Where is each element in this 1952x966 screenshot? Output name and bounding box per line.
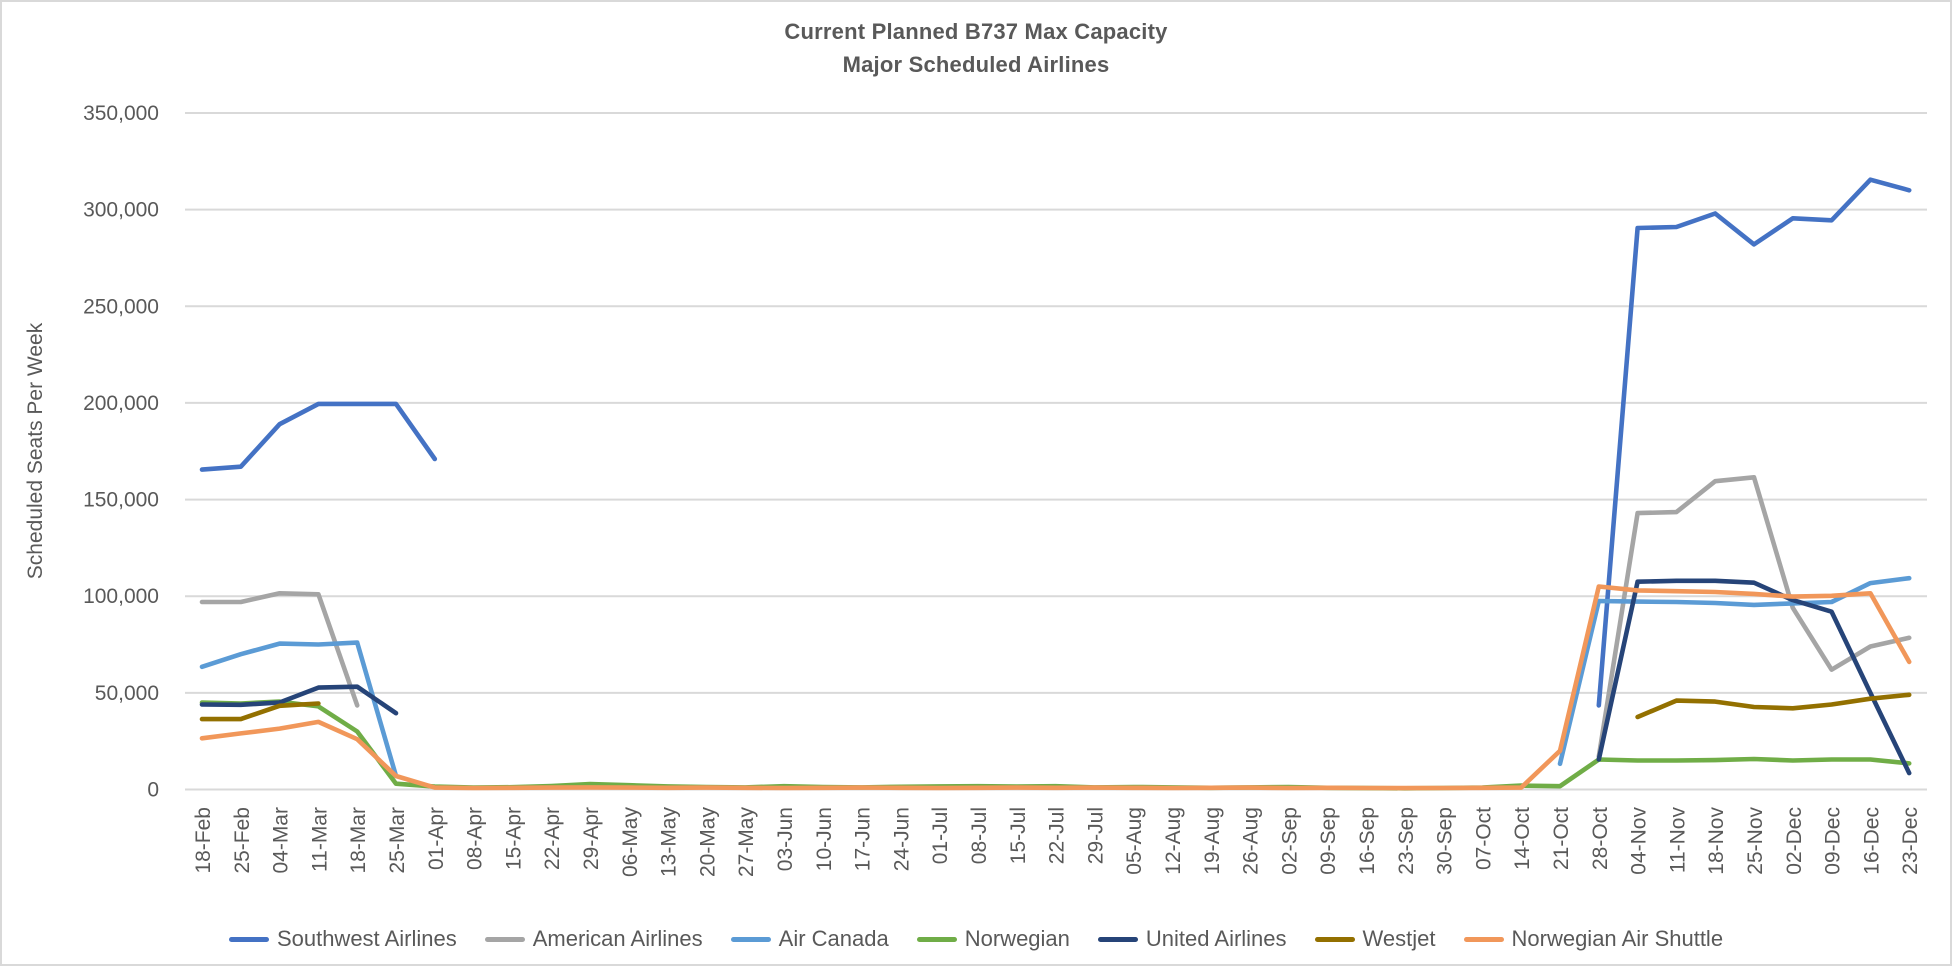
x-tick-label: 23-Dec xyxy=(1899,807,1922,875)
x-tick-label: 28-Oct xyxy=(1589,807,1612,870)
x-tick-label: 26-Aug xyxy=(1240,807,1263,875)
legend-item-air-canada: Air Canada xyxy=(730,926,889,952)
x-tick-label: 19-Aug xyxy=(1201,807,1224,875)
legend: Southwest Airlines American Airlines Air C… xyxy=(2,926,1950,952)
series-line-norwegian xyxy=(199,699,1912,791)
legend-label: Norwegian Air Shuttle xyxy=(1511,926,1724,951)
x-tick-label: 12-Aug xyxy=(1162,807,1185,875)
x-tick-label: 18-Feb xyxy=(192,807,215,874)
x-tick-label: 25-Feb xyxy=(231,807,254,874)
y-tick-label: 300,000 xyxy=(83,199,159,222)
x-tick-label: 02-Sep xyxy=(1278,807,1301,875)
x-tick-label: 29-Apr xyxy=(580,807,603,870)
x-tick-label: 21-Oct xyxy=(1550,807,1573,870)
x-tick-label: 24-Jun xyxy=(890,807,913,871)
x-tick-label: 14-Oct xyxy=(1511,807,1534,870)
legend-swatch-westjet xyxy=(1314,936,1355,942)
x-tick-label: 18-Nov xyxy=(1705,807,1728,875)
y-tick-label: 350,000 xyxy=(83,102,159,125)
x-tick-label: 16-Sep xyxy=(1356,807,1379,875)
x-tick-label: 11-Nov xyxy=(1666,807,1689,874)
legend-label: United Airlines xyxy=(1145,926,1287,951)
x-tick-label: 25-Mar xyxy=(386,807,409,874)
y-tick-label: 50,000 xyxy=(95,682,159,705)
x-tick-label: 07-Oct xyxy=(1472,807,1495,870)
y-tick-label: 150,000 xyxy=(83,489,159,512)
x-tick-label: 22-Jul xyxy=(1046,807,1069,864)
legend-swatch-air-canada xyxy=(730,936,771,942)
x-tick-label: 09-Dec xyxy=(1822,807,1845,875)
x-tick-label: 04-Nov xyxy=(1628,807,1651,875)
series-line-norwegian-air-shuttle xyxy=(199,584,1912,791)
legend-swatch-united-airlines xyxy=(1097,936,1138,942)
x-tick-label: 18-Mar xyxy=(347,807,370,874)
series-line-southwest-airlines xyxy=(199,177,1912,708)
x-tick-label: 30-Sep xyxy=(1434,807,1457,875)
x-tick-label: 02-Dec xyxy=(1783,807,1806,875)
x-tick-label: 13-May xyxy=(658,807,681,878)
x-tick-label: 01-Jul xyxy=(929,807,952,864)
series-line-westjet xyxy=(199,692,1912,722)
legend-item-westjet: Westjet xyxy=(1314,926,1436,952)
x-tick-label: 25-Nov xyxy=(1744,807,1767,875)
series-line-united-airlines xyxy=(199,578,1912,776)
x-tick-label: 05-Aug xyxy=(1123,807,1146,875)
legend-item-american-airlines: American Airlines xyxy=(484,926,703,952)
x-tick-label: 11-Mar xyxy=(308,807,331,872)
chart-subtitle: Major Scheduled Airlines xyxy=(842,52,1110,77)
y-tick-label: 200,000 xyxy=(83,392,159,415)
x-tick-label: 22-Apr xyxy=(541,807,564,870)
x-tick-label: 03-Jun xyxy=(774,807,797,871)
x-tick-label: 20-May xyxy=(696,807,719,878)
legend-item-united-airlines: United Airlines xyxy=(1097,926,1287,952)
x-tick-label: 06-May xyxy=(619,807,642,878)
x-tick-label: 15-Jul xyxy=(1007,807,1030,864)
x-tick-label: 09-Sep xyxy=(1317,807,1340,875)
legend-item-southwest-airlines: Southwest Airlines xyxy=(228,926,457,952)
legend-swatch-norwegian-air-shuttle xyxy=(1463,936,1504,942)
legend-label: American Airlines xyxy=(532,926,703,951)
chart-title: Current Planned B737 Max Capacity xyxy=(784,19,1168,44)
x-tick-label: 27-May xyxy=(735,807,758,878)
legend-label: Southwest Airlines xyxy=(276,926,457,951)
y-tick-label: 100,000 xyxy=(83,585,159,608)
x-tick-label: 16-Dec xyxy=(1860,807,1883,875)
legend-label: Norwegian xyxy=(964,926,1070,951)
x-tick-label: 08-Apr xyxy=(464,807,487,870)
y-tick-label: 0 xyxy=(147,779,159,802)
series-line-american-airlines xyxy=(199,475,1912,759)
x-tick-label: 04-Mar xyxy=(270,807,293,874)
legend-label: Air Canada xyxy=(778,926,889,951)
x-tick-label: 23-Sep xyxy=(1395,807,1418,875)
series-line-air-canada xyxy=(199,575,1912,779)
legend-item-norwegian: Norwegian xyxy=(916,926,1070,952)
x-tick-label: 17-Jun xyxy=(852,807,875,871)
legend-label: Westjet xyxy=(1362,926,1436,951)
x-tick-label: 10-Jun xyxy=(813,807,836,871)
x-tick-label: 15-Apr xyxy=(502,807,525,870)
legend-swatch-southwest-airlines xyxy=(228,936,269,942)
x-tick-label: 29-Jul xyxy=(1084,807,1107,864)
legend-swatch-norwegian xyxy=(916,936,957,942)
x-tick-label: 01-Apr xyxy=(425,807,448,870)
legend-item-norwegian-air-shuttle: Norwegian Air Shuttle xyxy=(1463,926,1724,952)
x-tick-label: 08-Jul xyxy=(968,807,991,864)
y-tick-label: 250,000 xyxy=(83,295,159,318)
legend-swatch-american-airlines xyxy=(484,936,525,942)
